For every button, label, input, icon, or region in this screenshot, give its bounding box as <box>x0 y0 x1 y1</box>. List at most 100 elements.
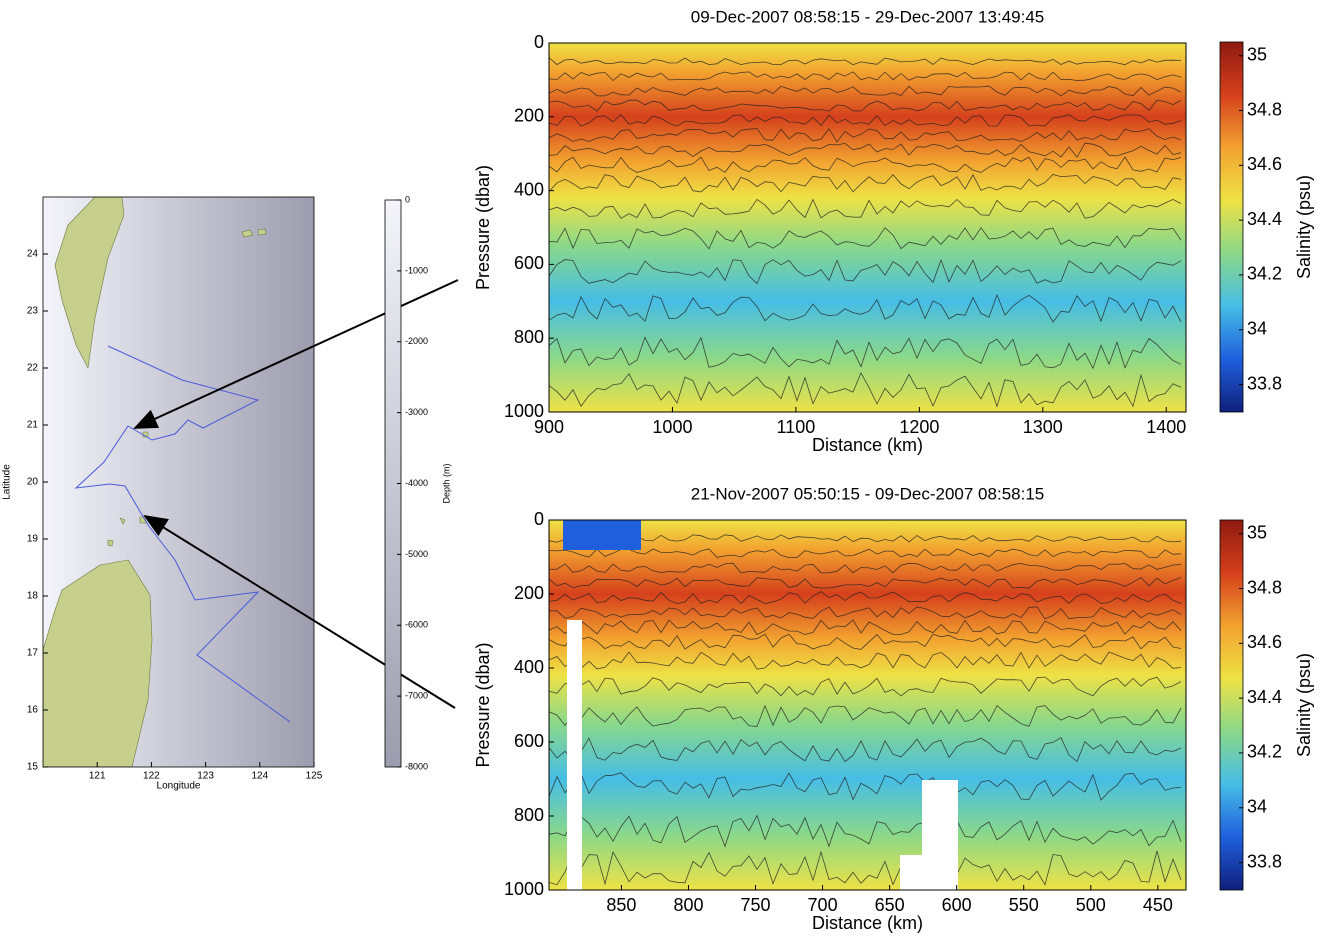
x-tick-label: 1300 <box>1023 417 1063 437</box>
y-tick-label: 16 <box>27 705 39 716</box>
contour-line <box>548 619 1182 636</box>
y-tick-label: 24 <box>27 249 39 260</box>
y-tick-label: 23 <box>27 306 39 317</box>
colorbar-tick-label: -3000 <box>405 407 428 417</box>
x-tick-label: 1000 <box>652 417 692 437</box>
colorbar-tick-label: -6000 <box>405 620 428 630</box>
x-axis-label: Distance (km) <box>812 913 923 933</box>
y-tick-label: 19 <box>27 534 39 545</box>
y-tick-label: 0 <box>534 509 544 529</box>
ship-track <box>74 345 291 723</box>
x-tick-label: 1400 <box>1146 417 1186 437</box>
x-tick-label: 700 <box>808 895 838 915</box>
y-axis-label: Pressure (dbar) <box>473 165 493 290</box>
y-tick-label: 1000 <box>504 401 544 421</box>
colorbar-tick-label: 34.2 <box>1247 742 1282 762</box>
data-gap <box>567 620 582 890</box>
colorbar-tick-label: 33.8 <box>1247 851 1282 871</box>
colorbar <box>1219 41 1244 413</box>
contour-line <box>548 71 1182 82</box>
colorbar-tick-label: 0 <box>405 194 410 204</box>
colorbar-tick-label: -2000 <box>405 336 428 346</box>
colorbar-label: Salinity (psu) <box>1294 175 1314 279</box>
arrow <box>133 279 459 429</box>
contour-line <box>548 226 1182 250</box>
map-layer <box>43 197 314 767</box>
x-tick-label: 122 <box>143 771 160 782</box>
x-tick-label: 121 <box>89 771 106 782</box>
colorbar-tick-label: -7000 <box>405 691 428 701</box>
colorbar-label: Depth (m) <box>441 463 451 503</box>
x-tick-label: 1200 <box>899 417 939 437</box>
x-tick-label: 123 <box>197 771 214 782</box>
colorbar-tick-label: 35 <box>1247 44 1267 64</box>
contour-line <box>548 113 1182 127</box>
contour-line <box>548 99 1182 112</box>
x-tick-label: 450 <box>1143 895 1173 915</box>
colorbar <box>1219 519 1244 891</box>
contour-line <box>548 562 1182 574</box>
contour-line <box>548 548 1182 558</box>
fresh-patch <box>563 520 641 550</box>
y-tick-label: 1000 <box>504 879 544 899</box>
colorbar-tick-label: -8000 <box>405 761 428 771</box>
contour-line <box>548 814 1182 848</box>
colorbar-tick-label: -1000 <box>405 265 428 275</box>
data-gap <box>900 855 930 890</box>
x-tick-label: 1100 <box>777 417 816 437</box>
colorbar-label: Salinity (psu) <box>1294 653 1314 757</box>
arrow <box>143 514 456 709</box>
x-tick-label: 600 <box>942 895 972 915</box>
colorbar-tick-label: -5000 <box>405 549 428 559</box>
contour-line <box>548 293 1182 323</box>
contour-line <box>548 336 1182 370</box>
colorbar-tick-label: 34 <box>1247 319 1267 339</box>
contour-line <box>548 651 1182 670</box>
x-axis-label: Distance (km) <box>812 435 923 455</box>
x-tick-label: 650 <box>875 895 905 915</box>
land-taiwan <box>54 197 125 369</box>
y-tick-label: 200 <box>514 106 544 126</box>
y-tick-label: 200 <box>514 583 544 603</box>
axes-frame <box>548 42 1187 413</box>
land-luzon <box>43 559 153 767</box>
colorbar-tick-label: 35 <box>1247 522 1267 542</box>
contour-line <box>548 534 1182 543</box>
contour-line <box>548 174 1182 193</box>
salinity-field <box>549 43 1186 412</box>
colorbar-tick-label: 33.8 <box>1247 373 1282 393</box>
contour-line <box>548 85 1182 97</box>
colorbar-tick-label: 34 <box>1247 797 1267 817</box>
contour-line <box>548 633 1182 650</box>
contour-line <box>548 198 1182 219</box>
contour-line <box>549 606 1182 620</box>
x-tick-label: 750 <box>740 895 770 915</box>
y-tick-label: 600 <box>514 253 544 273</box>
y-tick-label: 15 <box>27 762 39 773</box>
axes-frame <box>548 519 1187 891</box>
x-tick-label: 900 <box>534 417 564 437</box>
contour-line <box>548 850 1182 886</box>
chart-title: 09-Dec-2007 08:58:15 - 29-Dec-2007 13:49… <box>691 7 1044 26</box>
contour-line <box>548 737 1182 763</box>
colorbar-tick-label: 34.8 <box>1247 577 1282 597</box>
y-tick-label: 800 <box>514 805 544 825</box>
colorbar-tick-label: 34.6 <box>1247 154 1282 174</box>
x-axis-label: Longitude <box>157 781 201 792</box>
contour-line <box>548 371 1182 408</box>
y-axis-label: Pressure (dbar) <box>473 642 493 767</box>
y-tick-label: 800 <box>514 327 544 347</box>
y-tick-label: 400 <box>514 179 544 199</box>
y-tick-label: 20 <box>27 477 39 488</box>
contour-line <box>548 57 1182 66</box>
y-tick-label: 600 <box>514 731 544 751</box>
y-tick-label: 17 <box>27 648 39 659</box>
salinity-field <box>549 520 1186 890</box>
x-tick-label: 500 <box>1076 895 1106 915</box>
contour-line <box>548 591 1182 605</box>
y-tick-label: 18 <box>27 591 39 602</box>
contour-line <box>548 258 1182 285</box>
x-tick-label: 550 <box>1009 895 1039 915</box>
